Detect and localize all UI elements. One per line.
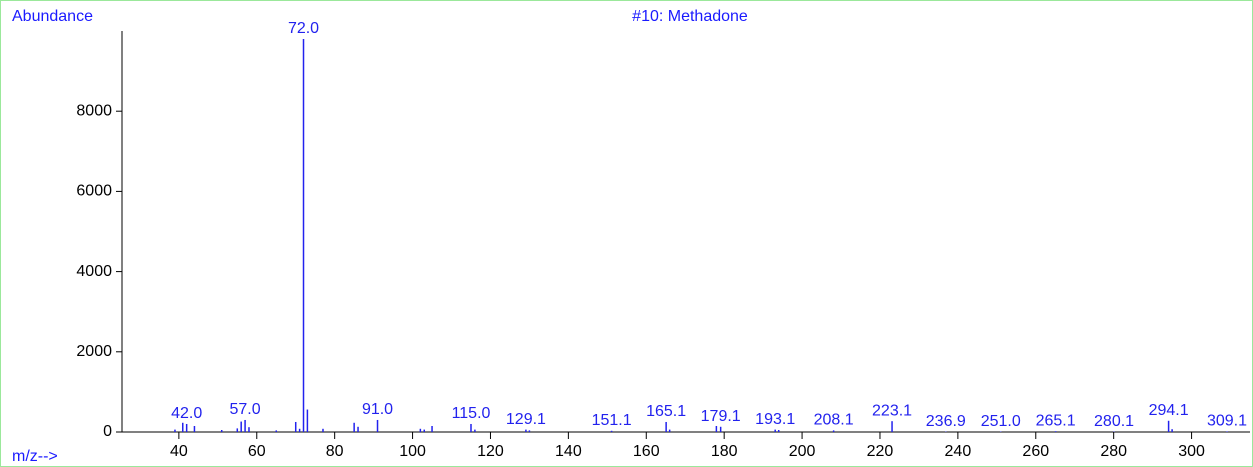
x-tick-label: 40 bbox=[170, 443, 188, 460]
x-tick-label: 200 bbox=[789, 443, 816, 460]
x-axis-label: m/z--> bbox=[12, 448, 58, 465]
y-tick-label: 4000 bbox=[76, 263, 112, 280]
peak-label: 223.1 bbox=[872, 402, 912, 419]
x-tick-label: 300 bbox=[1178, 443, 1205, 460]
x-tick-label: 260 bbox=[1022, 443, 1049, 460]
peak-label: 129.1 bbox=[506, 411, 546, 428]
peak-label: 165.1 bbox=[646, 403, 686, 420]
x-tick-label: 220 bbox=[867, 443, 894, 460]
peak-label: 57.0 bbox=[230, 401, 261, 418]
y-axis-label: Abundance bbox=[12, 8, 93, 25]
x-tick-label: 180 bbox=[711, 443, 738, 460]
y-tick-label: 2000 bbox=[76, 343, 112, 360]
x-tick-label: 280 bbox=[1100, 443, 1127, 460]
peak-label: 309.1 bbox=[1207, 413, 1247, 430]
y-tick-label: 0 bbox=[103, 423, 112, 440]
peak-label: 251.0 bbox=[981, 413, 1021, 430]
x-tick-label: 80 bbox=[326, 443, 344, 460]
peak-label: 115.0 bbox=[452, 405, 491, 422]
x-tick-label: 160 bbox=[633, 443, 660, 460]
peak-label: 294.1 bbox=[1149, 402, 1189, 419]
peak-label: 179.1 bbox=[701, 408, 741, 425]
peak-label: 72.0 bbox=[288, 20, 319, 37]
x-tick-label: 120 bbox=[477, 443, 504, 460]
peak-label: 42.0 bbox=[171, 405, 202, 422]
peak-label: 208.1 bbox=[814, 412, 854, 429]
peak-label: 265.1 bbox=[1036, 412, 1076, 429]
y-tick-label: 8000 bbox=[76, 102, 112, 119]
x-tick-label: 240 bbox=[945, 443, 972, 460]
x-tick-label: 60 bbox=[248, 443, 266, 460]
peak-label: 151.1 bbox=[592, 412, 632, 429]
peak-label: 236.9 bbox=[926, 413, 966, 430]
peak-label: 193.1 bbox=[755, 411, 795, 428]
y-tick-label: 6000 bbox=[76, 183, 112, 200]
x-tick-label: 140 bbox=[555, 443, 582, 460]
x-tick-label: 100 bbox=[399, 443, 426, 460]
peak-label: 280.1 bbox=[1094, 413, 1134, 430]
chart-title: #10: Methadone bbox=[632, 8, 748, 25]
peak-label: 91.0 bbox=[362, 401, 393, 418]
